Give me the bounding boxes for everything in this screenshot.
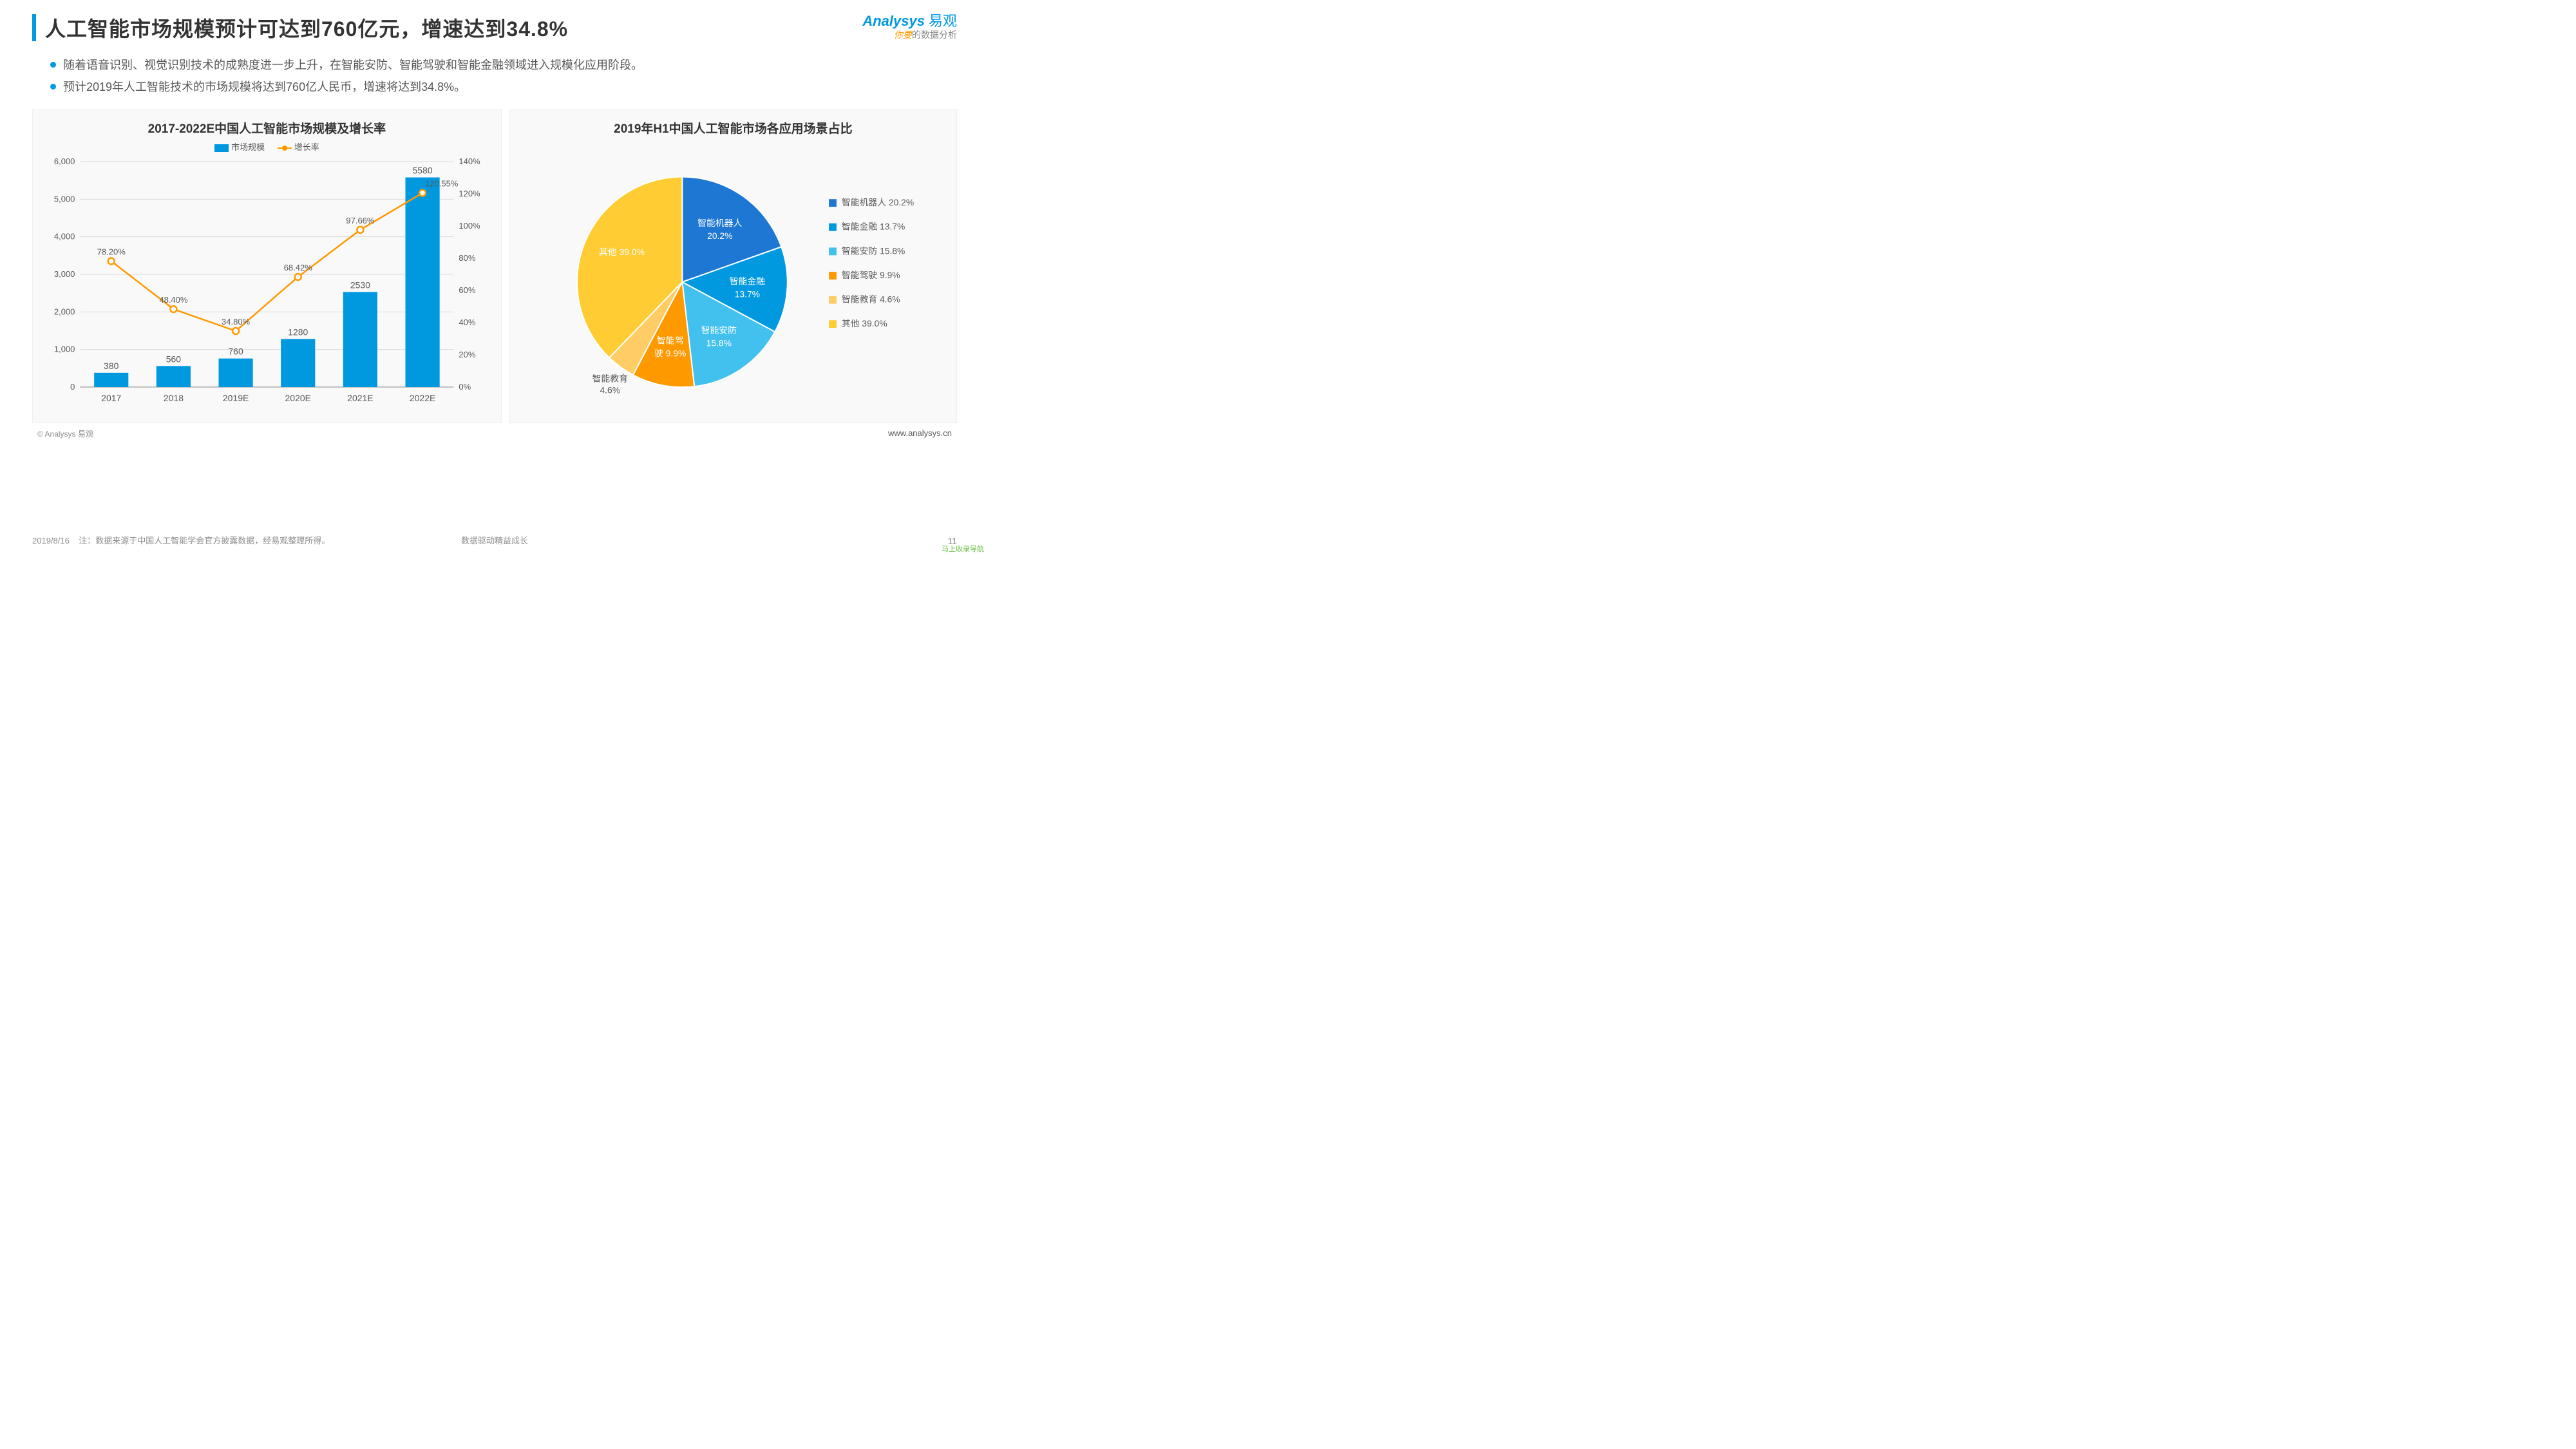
svg-text:智能安防 15.8%: 智能安防 15.8% — [842, 246, 905, 256]
bullet-list: 随着语音识别、视觉识别技术的成熟度进一步上升，在智能安防、智能驾驶和智能金融领域… — [50, 54, 957, 98]
svg-text:驶 9.9%: 驶 9.9% — [654, 348, 686, 359]
svg-text:智能机器人 20.2%: 智能机器人 20.2% — [842, 197, 914, 207]
svg-text:13.7%: 13.7% — [735, 289, 760, 299]
svg-text:80%: 80% — [459, 253, 475, 263]
bullet-item: 预计2019年人工智能技术的市场规模将达到760亿人民币，增速将达到34.8%。 — [50, 76, 957, 98]
logo-tag-orange: 你要 — [894, 30, 912, 40]
bar-line-chart: 0 1,000 2,000 3,000 4,000 5,000 6,000 0% 20% 40% 6… — [39, 155, 495, 413]
title-wrap: 人工智能市场规模预计可达到760亿元，增速达到34.8% — [32, 13, 568, 43]
footer-center: 数据驱动精益成长 — [461, 534, 528, 546]
slide: 人工智能市场规模预计可达到760亿元，增速达到34.8% Analysys易观 … — [0, 0, 989, 556]
svg-text:4.6%: 4.6% — [600, 385, 620, 395]
svg-text:智能金融 13.7%: 智能金融 13.7% — [842, 222, 905, 232]
charts-row: 2017-2022E中国人工智能市场规模及增长率 市场规模 增长率 0 1,000… — [32, 109, 957, 423]
source-note: © Analysys 易观 — [37, 428, 93, 439]
svg-text:智能教育: 智能教育 — [592, 374, 628, 384]
svg-text:20%: 20% — [459, 350, 475, 359]
svg-text:760: 760 — [228, 346, 243, 357]
bullet-item: 随着语音识别、视觉识别技术的成熟度进一步上升，在智能安防、智能驾驶和智能金融领域… — [50, 54, 957, 76]
svg-text:40%: 40% — [459, 317, 475, 327]
svg-text:3,000: 3,000 — [54, 269, 75, 279]
svg-text:4,000: 4,000 — [54, 232, 75, 242]
svg-text:2022E: 2022E — [410, 393, 435, 403]
svg-text:140%: 140% — [459, 156, 480, 166]
logo-tag-gray: 的数据分析 — [912, 30, 957, 40]
svg-text:2018: 2018 — [164, 393, 184, 403]
svg-text:15.8%: 15.8% — [706, 338, 731, 348]
svg-text:60%: 60% — [459, 285, 475, 295]
url: www.analysys.cn — [888, 428, 952, 439]
svg-text:智能金融: 智能金融 — [730, 276, 766, 287]
svg-text:智能安防: 智能安防 — [701, 325, 737, 336]
svg-text:100%: 100% — [459, 221, 480, 231]
svg-text:1,000: 1,000 — [54, 345, 75, 354]
title-accent-bar — [32, 14, 36, 41]
svg-text:48.40%: 48.40% — [159, 295, 188, 305]
bar-chart-title: 2017-2022E中国人工智能市场规模及增长率 — [39, 119, 495, 137]
bar-line-chart-panel: 2017-2022E中国人工智能市场规模及增长率 市场规模 增长率 0 1,000… — [32, 109, 502, 423]
header: 人工智能市场规模预计可达到760亿元，增速达到34.8% Analysys易观 … — [32, 13, 957, 43]
svg-text:智能机器人: 智能机器人 — [697, 218, 742, 229]
svg-text:智能驾: 智能驾 — [657, 336, 684, 346]
svg-text:2017: 2017 — [101, 393, 121, 403]
legend-bar-label: 市场规模 — [231, 142, 265, 152]
svg-text:5580: 5580 — [413, 166, 433, 176]
svg-text:5,000: 5,000 — [54, 194, 75, 204]
svg-text:0%: 0% — [459, 382, 471, 392]
svg-text:2021E: 2021E — [347, 393, 373, 403]
svg-text:0: 0 — [70, 382, 75, 392]
page-title: 人工智能市场规模预计可达到760亿元，增速达到34.8% — [45, 13, 568, 43]
svg-text:6,000: 6,000 — [54, 156, 75, 166]
svg-text:120.55%: 120.55% — [425, 179, 459, 189]
logo: Analysys易观 你要的数据分析 — [862, 13, 957, 41]
svg-text:其他 39.0%: 其他 39.0% — [842, 319, 887, 329]
legend-line-label: 增长率 — [294, 142, 319, 152]
svg-text:20.2%: 20.2% — [707, 231, 732, 241]
footer-note: 注：数据来源于中国人工智能学会官方披露数据，经易观整理所得。 — [79, 536, 330, 545]
svg-text:1280: 1280 — [288, 327, 308, 337]
svg-text:97.66%: 97.66% — [346, 216, 375, 225]
svg-text:其他 39.0%: 其他 39.0% — [599, 247, 645, 257]
svg-text:380: 380 — [104, 361, 119, 371]
legend-line-swatch — [278, 147, 292, 149]
svg-text:120%: 120% — [459, 189, 480, 198]
bar-chart-legend: 市场规模 增长率 — [39, 140, 495, 153]
pie-chart-title: 2019年H1中国人工智能市场各应用场景占比 — [516, 119, 950, 137]
svg-text:智能教育 4.6%: 智能教育 4.6% — [842, 294, 900, 305]
logo-cn: 易观 — [929, 13, 957, 29]
footer: 2019/8/16 注：数据来源于中国人工智能学会官方披露数据，经易观整理所得。… — [32, 534, 957, 546]
svg-text:68.42%: 68.42% — [284, 263, 313, 272]
pie-chart: 智能机器人20.2%智能金融13.7%智能安防15.8%智能驾驶 9.9%智能教… — [516, 140, 950, 411]
pie-chart-panel: 2019年H1中国人工智能市场各应用场景占比 智能机器人 20.2% 智能金融 13.… — [509, 109, 957, 423]
logo-en: Analysys — [862, 13, 925, 29]
corner-tag: 马上收录导航 — [942, 544, 984, 554]
legend-bar-swatch — [214, 144, 229, 152]
footer-date: 2019/8/16 — [32, 536, 70, 545]
svg-text:2530: 2530 — [350, 280, 370, 290]
svg-text:智能驾驶 9.9%: 智能驾驶 9.9% — [842, 270, 900, 280]
svg-text:2020E: 2020E — [285, 393, 311, 403]
svg-text:2019E: 2019E — [223, 393, 249, 403]
svg-text:560: 560 — [166, 354, 182, 365]
svg-text:34.80%: 34.80% — [222, 317, 251, 327]
svg-text:2,000: 2,000 — [54, 307, 75, 317]
svg-text:78.20%: 78.20% — [97, 247, 126, 257]
